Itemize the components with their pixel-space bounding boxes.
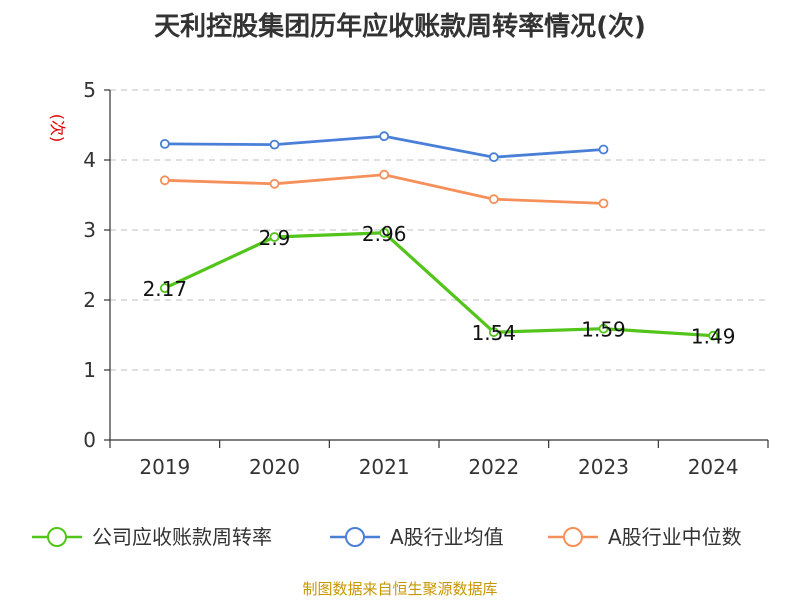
data-point [488,152,499,163]
data-point [379,131,390,142]
legend-marker-icon [345,527,365,547]
y-tick-label: 1 [83,358,96,382]
data-label: 2.9 [259,226,291,250]
data-label: 1.59 [581,318,626,342]
legend-label: 公司应收账款周转率 [92,525,272,549]
data-point [269,232,280,242]
data-labels: 2.17 2.9 2.96 1.54 1.59 1.49 [143,222,736,349]
chart-title: 天利控股集团历年应收账款周转率情况(次) [154,12,646,42]
data-point [379,169,390,180]
data-label: 1.54 [472,321,517,345]
data-point [488,327,499,338]
data-point [598,144,609,155]
data-point [159,283,170,294]
data-label: 2.17 [143,277,188,301]
data-source-note: 制图数据来自恒生聚源数据库 [302,580,498,598]
data-point [598,198,609,209]
y-tick-label: 4 [83,148,96,172]
x-tick-label: 2024 [688,455,739,479]
y-tick-label: 3 [83,218,96,242]
legend: 公司应收账款周转率 A股行业均值 A股行业中位数 [32,525,742,549]
data-point [159,175,170,186]
x-tick-label: 2019 [139,455,190,479]
y-tick-label: 2 [83,288,96,312]
data-point [488,194,499,205]
legend-label: A股行业中位数 [608,525,742,549]
data-point [598,323,609,334]
legend-marker-icon [47,527,67,547]
data-label: 1.49 [691,325,736,349]
y-axis-label: (次) [48,114,67,143]
y-tick-label: 5 [83,78,96,102]
x-tick-label: 2020 [249,455,300,479]
legend-label: A股行业均值 [390,525,504,549]
y-tick-label: 0 [83,428,96,452]
x-tick-label: 2021 [359,455,410,479]
series-lines [159,131,719,341]
axes: 0 1 2 3 4 5 2019 2020 2021 2022 2023 2024 (次) [48,78,769,479]
data-point [269,178,280,189]
x-tick-label: 2023 [578,455,629,479]
grid-lines [110,89,768,371]
data-point [159,138,170,149]
data-point [379,227,390,238]
data-point [708,330,719,341]
x-tick-label: 2022 [468,455,519,479]
legend-marker-icon [563,527,583,547]
data-label: 2.96 [362,222,407,246]
data-point [269,139,280,150]
series-line [164,231,714,338]
